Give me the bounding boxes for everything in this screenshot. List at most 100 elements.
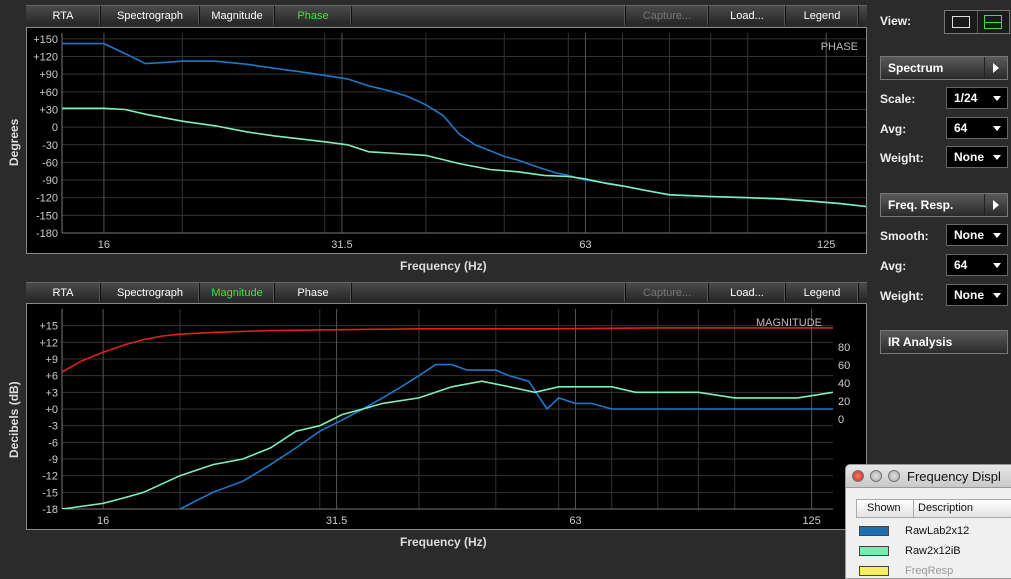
legend-swatch[interactable] <box>859 566 889 576</box>
y2-tick-label: 80 <box>838 342 850 354</box>
y-tick-label: -150 <box>36 210 58 222</box>
legend-swatch[interactable] <box>859 526 889 536</box>
split-view-button[interactable] <box>978 11 1010 33</box>
y2-tick-label: 40 <box>838 378 850 390</box>
y-tick-label: +12 <box>39 337 58 349</box>
y2-tick-label: 60 <box>838 360 850 372</box>
bottom-tab-magnitude[interactable]: Magnitude <box>200 283 275 302</box>
avg-dropdown[interactable]: 64 <box>946 117 1008 139</box>
series-line-raw2x12ib <box>62 380 833 509</box>
single-view-button[interactable] <box>945 11 978 33</box>
freq-resp-section-button[interactable]: Freq. Resp. <box>880 193 1008 217</box>
legend-row[interactable]: RawLab2x12 <box>856 521 969 541</box>
freq-weight-dropdown[interactable]: None <box>946 284 1008 306</box>
legend-row[interactable]: FreqResp <box>856 561 954 578</box>
top-tab-magnitude[interactable]: Magnitude <box>200 6 275 25</box>
close-window-icon[interactable] <box>852 470 864 482</box>
ir-analysis-button[interactable]: IR Analysis <box>880 330 1008 354</box>
split-pane-icon <box>984 15 1003 29</box>
avg-label: Avg: <box>880 122 907 136</box>
magnitude-tab-bar: RTA Spectrograph Magnitude Phase Capture... L… <box>26 282 867 302</box>
smooth-value: None <box>954 228 984 242</box>
legend-series-name: FreqResp <box>905 565 954 577</box>
window-title: Frequency Displ <box>907 468 1001 484</box>
avg-value: 64 <box>954 121 968 135</box>
y-tick-label: -120 <box>36 193 58 205</box>
legend-row[interactable]: Raw2x12iB <box>856 541 961 561</box>
y-tick-label: +0 <box>45 404 58 416</box>
bottom-tab-phase[interactable]: Phase <box>275 283 352 302</box>
view-toggle-group <box>944 10 1010 34</box>
freq-weight-label: Weight: <box>880 289 924 303</box>
scale-dropdown[interactable]: 1/24 <box>946 87 1008 109</box>
x-tick-label: 63 <box>569 515 581 527</box>
shown-column-header[interactable]: Shown <box>857 500 914 517</box>
x-tick-label: 125 <box>817 239 835 251</box>
freq-avg-dropdown[interactable]: 64 <box>946 254 1008 276</box>
phase-x-axis-label: Frequency (Hz) <box>400 259 487 273</box>
frequency-display-window: Frequency Displ Shown Description RawLab… <box>845 464 1011 579</box>
legend-swatch[interactable] <box>859 546 889 556</box>
expand-arrow-icon <box>984 57 1007 79</box>
y-tick-label: +3 <box>45 387 58 399</box>
legend-series-name: RawLab2x12 <box>905 525 970 537</box>
chart-title: MAGNITUDE <box>756 317 822 329</box>
top-tab-capture: Capture... <box>626 6 709 25</box>
y-tick-label: +150 <box>33 34 58 46</box>
chevron-down-icon <box>993 233 1001 238</box>
x-tick-label: 16 <box>98 239 110 251</box>
y-tick-label: +90 <box>39 69 58 81</box>
chevron-down-icon <box>993 293 1001 298</box>
y2-tick-label: 20 <box>838 396 850 408</box>
weight-label: Weight: <box>880 151 924 165</box>
phase-tab-bar: RTA Spectrograph Magnitude Phase Capture... L… <box>26 5 867 25</box>
top-tab-load[interactable]: Load... <box>709 6 786 25</box>
freq-avg-label: Avg: <box>880 259 907 273</box>
window-title-bar[interactable]: Frequency Displ <box>846 465 1011 488</box>
top-tab-legend[interactable]: Legend <box>786 6 859 25</box>
phase-plot-panel: +150 +120 +90 +60 +30 0 -30 -60 -90 -120 -150 -180 1… <box>26 27 867 254</box>
y-tick-label: -180 <box>36 228 58 240</box>
bottom-tab-rta[interactable]: RTA <box>26 283 101 302</box>
y-tick-label: +30 <box>39 104 58 116</box>
top-tab-spacer <box>352 6 626 25</box>
top-tab-spectrograph[interactable]: Spectrograph <box>101 6 200 25</box>
ir-analysis-label: IR Analysis <box>888 335 953 349</box>
series-line-freqresp <box>62 327 833 373</box>
x-tick-label: 16 <box>97 515 109 527</box>
chart-title: PHASE <box>821 41 858 53</box>
spectrum-section-button[interactable]: Spectrum <box>880 56 1008 80</box>
y-tick-label: -9 <box>48 454 58 466</box>
weight-dropdown[interactable]: None <box>946 146 1008 168</box>
top-tab-rta[interactable]: RTA <box>26 6 101 25</box>
bottom-tab-capture: Capture... <box>626 283 709 302</box>
legend-series-name: Raw2x12iB <box>905 545 961 557</box>
top-tab-phase[interactable]: Phase <box>275 6 352 25</box>
bottom-tab-spacer <box>352 283 626 302</box>
phase-chart: +150 +120 +90 +60 +30 0 -30 -60 -90 -120 -150 -180 1… <box>33 33 866 251</box>
y-tick-label: +120 <box>33 52 58 64</box>
expand-arrow-icon <box>984 194 1007 216</box>
y-tick-label: +60 <box>39 87 58 99</box>
smooth-dropdown[interactable]: None <box>946 224 1008 246</box>
y-tick-label: -15 <box>42 487 58 499</box>
bottom-tab-legend[interactable]: Legend <box>786 283 859 302</box>
y-tick-label: -60 <box>42 157 58 169</box>
minimize-window-icon[interactable] <box>870 470 882 482</box>
y2-tick-label: 0 <box>838 414 844 426</box>
zoom-window-icon[interactable] <box>888 470 900 482</box>
bottom-tab-spectrograph[interactable]: Spectrograph <box>101 283 200 302</box>
freq-resp-section-label: Freq. Resp. <box>888 198 954 212</box>
freq-weight-value: None <box>954 288 984 302</box>
scale-value: 1/24 <box>954 91 978 105</box>
smooth-label: Smooth: <box>880 229 929 243</box>
weight-value: None <box>954 150 984 164</box>
description-column-header[interactable]: Description <box>918 502 974 514</box>
bottom-tab-load[interactable]: Load... <box>709 283 786 302</box>
view-label: View: <box>880 14 912 28</box>
spectrum-section-label: Spectrum <box>888 61 944 75</box>
y-tick-label: -12 <box>42 471 58 483</box>
y-tick-label: 0 <box>52 122 58 134</box>
legend-table-header: Shown Description <box>856 499 1011 518</box>
x-tick-label: 31.5 <box>331 239 352 251</box>
